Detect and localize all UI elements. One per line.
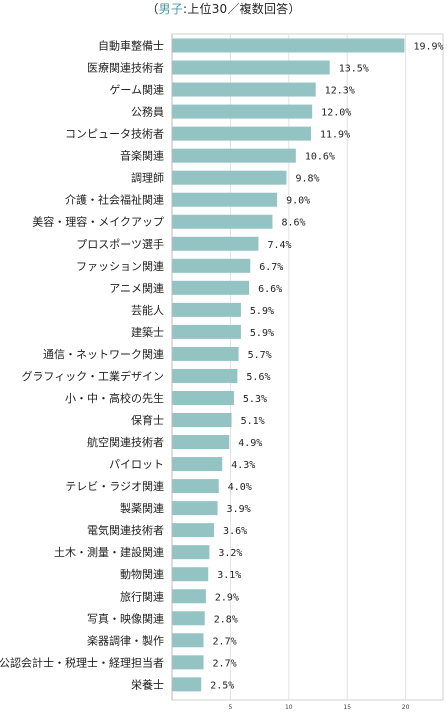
value-label-22: 3.9% [227, 504, 251, 515]
value-label-27: 2.8% [214, 614, 238, 625]
bar-23 [172, 523, 215, 538]
category-label-9: 美容・理容・メイクアップ [32, 215, 164, 229]
category-label-15: 通信・ネットワーク関連 [43, 347, 164, 361]
bar-7 [172, 170, 287, 185]
value-label-7: 9.8% [295, 174, 319, 185]
value-label-18: 5.1% [241, 416, 265, 427]
value-label-6: 10.6% [305, 152, 335, 163]
value-label-21: 4.0% [228, 482, 252, 493]
bar-4 [172, 104, 313, 119]
value-label-13: 5.9% [250, 306, 274, 317]
category-label-19: 航空関連技術者 [87, 435, 164, 449]
category-label-21: テレビ・ラジオ関連 [65, 479, 164, 493]
value-label-23: 3.6% [223, 526, 247, 537]
category-label-17: 小・中・高校の先生 [65, 391, 164, 405]
bar-1 [172, 38, 405, 53]
value-label-15: 5.7% [248, 350, 272, 361]
bar-3 [172, 82, 316, 97]
value-label-29: 2.7% [213, 658, 237, 669]
x-tick-label-5: 5 [228, 704, 232, 711]
value-label-9: 8.6% [281, 218, 305, 229]
bar-24 [172, 545, 210, 560]
value-label-17: 5.3% [243, 394, 267, 405]
bar-28 [172, 633, 204, 648]
category-label-6: 音楽関連 [120, 149, 164, 163]
bar-26 [172, 589, 206, 604]
x-tick-label-15: 15 [343, 704, 351, 711]
x-tick-label-10: 10 [285, 704, 293, 711]
category-label-10: プロスポーツ選手 [76, 237, 164, 251]
value-label-14: 5.9% [250, 328, 274, 339]
bar-29 [172, 655, 204, 670]
bar-5 [172, 126, 312, 141]
category-label-5: コンピュータ技術者 [65, 128, 164, 141]
category-label-20: パイロット [109, 458, 164, 471]
bar-10 [172, 236, 259, 251]
value-label-19: 4.9% [238, 438, 262, 449]
category-label-24: 土木・測量・建設関連 [54, 545, 164, 559]
value-label-24: 3.2% [218, 548, 242, 559]
bar-20 [172, 457, 223, 472]
category-label-12: アニメ関連 [109, 281, 164, 295]
value-label-28: 2.7% [213, 636, 237, 647]
bar-21 [172, 479, 219, 494]
bar-2 [172, 60, 330, 75]
bar-15 [172, 346, 239, 361]
category-label-8: 介護・社会福祉関連 [65, 193, 164, 207]
value-label-26: 2.9% [215, 592, 239, 603]
category-label-11: ファッション関連 [76, 259, 164, 273]
value-label-10: 7.4% [267, 240, 291, 251]
bar-19 [172, 435, 230, 450]
category-label-3: ゲーム関連 [109, 83, 164, 97]
value-label-11: 6.7% [259, 262, 283, 273]
value-label-4: 12.0% [321, 108, 351, 119]
bar-12 [172, 280, 250, 295]
value-label-12: 6.6% [258, 284, 282, 295]
value-label-8: 9.0% [286, 196, 310, 207]
value-label-25: 3.1% [217, 570, 241, 581]
title-lead: 男子 [158, 2, 184, 16]
category-label-25: 動物関連 [120, 567, 164, 581]
category-label-4: 公務員 [131, 105, 164, 119]
category-label-26: 旅行関連 [120, 589, 164, 603]
category-label-7: 調理師 [131, 171, 164, 185]
category-label-18: 保育士 [131, 413, 164, 427]
bar-8 [172, 192, 278, 207]
value-label-2: 13.5% [339, 64, 369, 75]
title-rest: :上位30／複数回答） [183, 2, 301, 16]
value-label-1: 19.9% [413, 42, 443, 53]
category-label-2: 医療関連技術者 [87, 61, 164, 75]
bar-18 [172, 413, 232, 428]
category-label-28: 楽器調律・製作 [87, 633, 164, 647]
category-label-27: 写真・映像関連 [87, 611, 164, 625]
bar-16 [172, 368, 238, 383]
value-label-16: 5.6% [246, 372, 270, 383]
bar-9 [172, 214, 273, 229]
value-label-20: 4.3% [231, 460, 255, 471]
category-label-22: 製薬関連 [120, 501, 164, 515]
bar-27 [172, 611, 205, 626]
bar-30 [172, 677, 202, 692]
category-label-16: グラフィック・工業デザイン [21, 369, 164, 383]
bar-25 [172, 567, 209, 582]
category-label-23: 電気関連技術者 [87, 523, 164, 537]
bar-6 [172, 148, 296, 163]
category-label-29: 公認会計士・税理士・経理担当者 [0, 655, 164, 669]
bar-14 [172, 324, 241, 339]
bar-22 [172, 501, 218, 516]
bar-13 [172, 302, 241, 317]
value-label-30: 2.5% [210, 680, 234, 691]
bar-11 [172, 258, 251, 273]
x-tick-label-20: 20 [402, 704, 410, 711]
bar-17 [172, 390, 234, 405]
chart-title: （男子:上位30／複数回答） [146, 2, 301, 16]
category-label-13: 芸能人 [131, 303, 164, 317]
value-label-3: 12.3% [325, 86, 355, 97]
category-label-14: 建築士 [131, 325, 164, 339]
category-label-1: 自動車整備士 [98, 39, 164, 53]
category-label-30: 栄養士 [131, 677, 164, 691]
value-label-5: 11.9% [320, 130, 350, 141]
